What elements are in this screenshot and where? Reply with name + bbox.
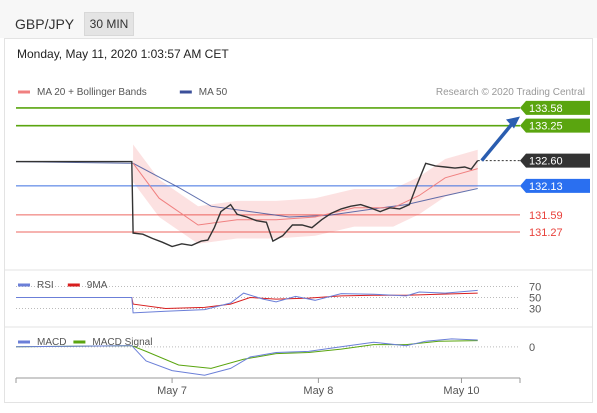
rsi-tick-50: 50	[529, 293, 541, 305]
level-label-132.60: 132.60	[529, 156, 563, 168]
rsi-tick-70: 70	[529, 282, 541, 294]
legends: MA 20 + Bollinger Bands MA 50 RSI 9MA MACD MA…	[18, 87, 228, 348]
ma20-line	[132, 163, 478, 226]
price-line	[16, 160, 479, 248]
forecast-arrow-shaft	[480, 120, 516, 162]
level-label-132.13: 132.13	[529, 181, 563, 193]
main-legend-0: MA 20 + Bollinger Bands	[37, 87, 147, 98]
level-labels: 133.58 133.25 132.60 132.13 131.59 131.27 7050…	[520, 100, 590, 354]
level-label-131.27: 131.27	[529, 227, 563, 239]
ma50-line	[15, 161, 478, 218]
level-tag-133.25	[520, 118, 590, 133]
level-label-131.59: 131.59	[529, 210, 563, 222]
x-tick-label: May 8	[303, 385, 333, 397]
rsi-legend-0: RSI	[37, 280, 54, 291]
level-label-133.25: 133.25	[529, 121, 563, 133]
rsi-tick-30: 30	[529, 304, 541, 316]
x-tick-label: May 10	[443, 385, 479, 397]
x-axis: May 7 May 8 May 10	[15, 377, 521, 397]
symbol-label: GBP/JPY	[15, 16, 75, 32]
series-lines	[15, 116, 520, 376]
rsi-legend-1: 9MA	[87, 280, 108, 291]
forecast-arrow-head	[506, 116, 520, 129]
macd-legend-1: MACD Signal	[92, 337, 152, 348]
level-label-133.58: 133.58	[529, 103, 563, 115]
macd-signal-line	[15, 340, 478, 369]
macd-tick-0: 0	[529, 342, 535, 354]
main-legend-1: MA 50	[199, 87, 228, 98]
timeframe-button[interactable]: 30 MIN	[84, 12, 134, 36]
x-tick-label: May 7	[157, 385, 187, 397]
price-levels	[16, 107, 520, 233]
level-tag-133.58	[520, 100, 590, 115]
macd-line	[15, 338, 478, 376]
bollinger-band-area	[133, 144, 478, 244]
header-bar: GBP/JPY 30 MIN	[0, 0, 597, 38]
panel-grid	[5, 269, 592, 348]
bollinger-bands	[133, 144, 478, 244]
rsi-line	[16, 289, 478, 314]
level-tag-132.13	[520, 178, 590, 193]
timestamp: Monday, May 11, 2020 1:03:57 AM CET	[17, 47, 229, 61]
macd-legend-0: MACD	[37, 337, 66, 348]
level-tag-132.60	[520, 153, 590, 168]
credit-text: Research © 2020 Trading Central	[436, 87, 585, 98]
